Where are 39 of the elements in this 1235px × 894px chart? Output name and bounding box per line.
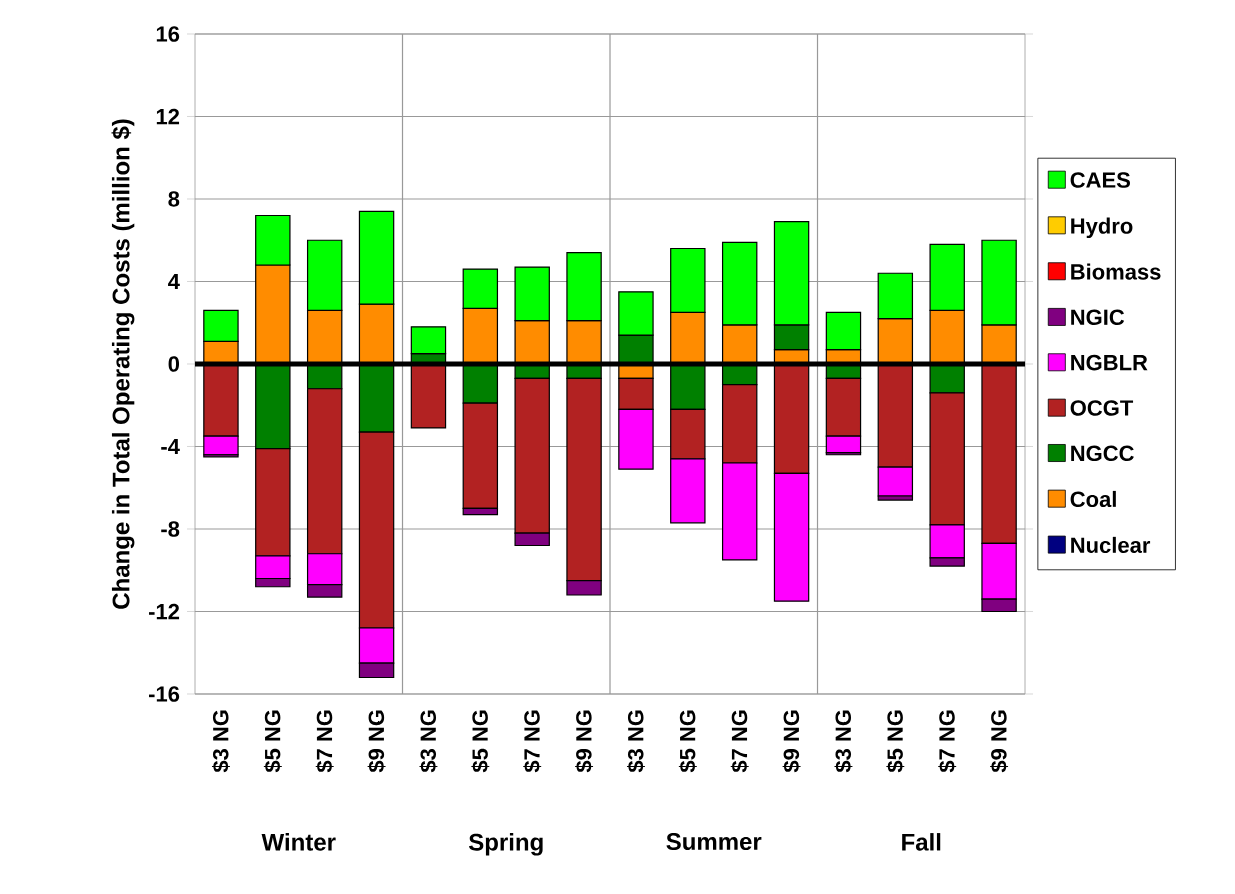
text: Fall: [902, 833, 941, 851]
x-tick-label: $7 NG: [938, 710, 957, 773]
legend-label: NGIC: [1071, 309, 1125, 326]
x-tick-label: $7 NG: [730, 710, 749, 773]
x-tick-label: $3 NG: [834, 710, 853, 773]
x-tick-label: $9 NG: [990, 710, 1009, 773]
y-tick-label: 4: [168, 273, 180, 290]
x-tick-label: $9 NG: [782, 710, 801, 773]
y-tick-label: 16: [156, 26, 180, 42]
legend-label: NGBLR: [1071, 354, 1148, 371]
x-tick-label: $3 NG: [626, 710, 645, 773]
y-tick-label: -16: [148, 686, 180, 702]
x-tick-label: $5 NG: [886, 710, 905, 773]
x-tick-label: $5 NG: [678, 710, 697, 773]
legend-label: NGCC: [1071, 445, 1134, 462]
x-tick-label: $3 NG: [419, 710, 438, 773]
x-tick-label: $5 NG: [471, 710, 490, 773]
legend-label: Biomass: [1071, 263, 1161, 280]
legend-label: Coal: [1070, 490, 1116, 508]
y-tick-label: -4: [161, 438, 180, 455]
x-tick-label: $9 NG: [367, 710, 386, 773]
legend-label: OCGT: [1070, 400, 1134, 416]
legend-label: Hydro: [1071, 217, 1133, 239]
y-tick-label: -8: [161, 521, 180, 537]
legend-label: CAES: [1070, 172, 1130, 188]
legend-label: Nuclear: [1071, 536, 1151, 553]
text: Spring: [468, 833, 543, 856]
y-axis-title: Change in Total Operating Costs (million $): [111, 119, 135, 609]
text: Summer: [666, 833, 762, 851]
x-tick-label: $3 NG: [211, 710, 230, 773]
x-tick-label: $7 NG: [523, 710, 542, 773]
text: Winter: [261, 833, 336, 851]
y-tick-label: 12: [156, 108, 180, 125]
y-tick-label: -12: [148, 603, 180, 620]
x-tick-label: $5 NG: [263, 710, 282, 773]
x-tick-label: $7 NG: [315, 710, 334, 773]
y-tick-label: 8: [168, 191, 180, 207]
x-tick-label: $9 NG: [575, 710, 594, 773]
y-tick-label: 0: [168, 356, 180, 372]
